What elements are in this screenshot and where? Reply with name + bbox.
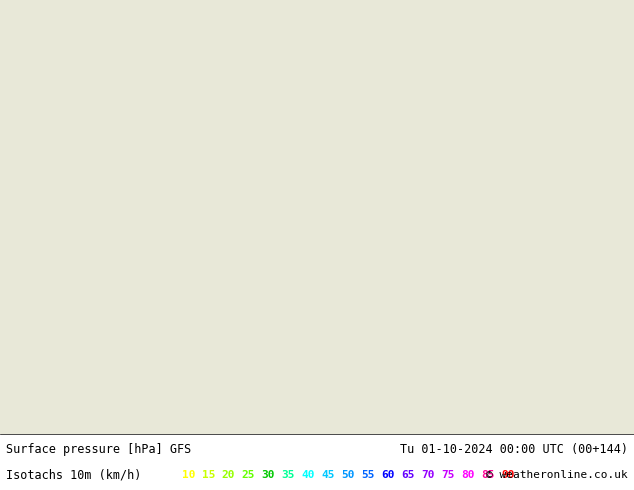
Text: Surface pressure [hPa] GFS: Surface pressure [hPa] GFS bbox=[6, 443, 191, 456]
Text: Tu 01-10-2024 00:00 UTC (00+144): Tu 01-10-2024 00:00 UTC (00+144) bbox=[399, 443, 628, 456]
Text: 30: 30 bbox=[262, 470, 275, 480]
Text: 10: 10 bbox=[182, 470, 195, 480]
Text: 85: 85 bbox=[481, 470, 495, 480]
Text: 60: 60 bbox=[382, 470, 395, 480]
Text: 40: 40 bbox=[302, 470, 315, 480]
Text: 70: 70 bbox=[422, 470, 435, 480]
Text: 90: 90 bbox=[501, 470, 515, 480]
Text: 25: 25 bbox=[242, 470, 256, 480]
Text: 55: 55 bbox=[361, 470, 375, 480]
Text: Isotachs 10m (km/h): Isotachs 10m (km/h) bbox=[6, 469, 142, 482]
Bar bbox=[0, 434, 634, 490]
Text: 20: 20 bbox=[222, 470, 235, 480]
Text: 15: 15 bbox=[202, 470, 216, 480]
Text: © weatheronline.co.uk: © weatheronline.co.uk bbox=[486, 470, 628, 480]
Text: 75: 75 bbox=[441, 470, 455, 480]
Text: 45: 45 bbox=[321, 470, 335, 480]
Text: 80: 80 bbox=[462, 470, 475, 480]
Text: 65: 65 bbox=[401, 470, 415, 480]
Text: 35: 35 bbox=[281, 470, 295, 480]
Text: 50: 50 bbox=[342, 470, 355, 480]
